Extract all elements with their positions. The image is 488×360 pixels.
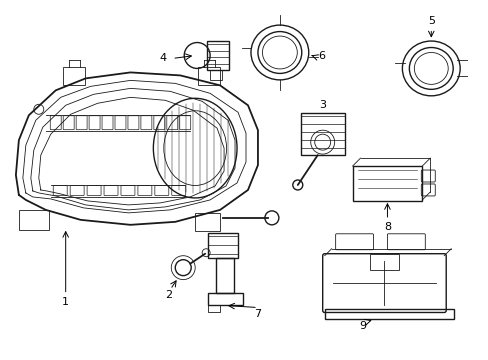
Text: 1: 1 (62, 297, 69, 306)
Text: 7: 7 (254, 310, 261, 319)
Text: 8: 8 (383, 222, 390, 232)
FancyBboxPatch shape (369, 254, 399, 270)
Text: 5: 5 (427, 15, 434, 26)
Text: 3: 3 (319, 100, 325, 110)
Text: 6: 6 (318, 51, 325, 62)
Circle shape (292, 180, 302, 190)
Circle shape (264, 211, 278, 225)
Text: 2: 2 (164, 289, 171, 300)
Text: 4: 4 (160, 54, 166, 63)
Text: 9: 9 (358, 321, 366, 332)
